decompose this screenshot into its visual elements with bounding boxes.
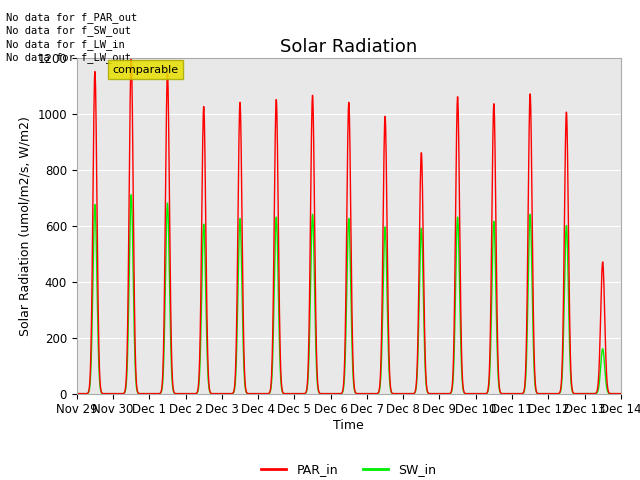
SW_in — [73, 391, 81, 396]
X-axis label: Time: Time — [333, 419, 364, 432]
Text: No data for f_LW_out: No data for f_LW_out — [6, 52, 131, 63]
Line: SW_in: SW_in — [77, 195, 640, 394]
SW_in — [442, 391, 449, 396]
Line: PAR_in: PAR_in — [77, 58, 640, 394]
SW_in — [127, 192, 135, 198]
PAR_in — [73, 391, 81, 396]
PAR_in — [442, 391, 449, 396]
Text: No data for f_LW_in: No data for f_LW_in — [6, 39, 125, 50]
SW_in — [192, 391, 200, 396]
SW_in — [493, 327, 500, 333]
PAR_in — [192, 391, 200, 396]
Text: No data for f_PAR_out: No data for f_PAR_out — [6, 12, 138, 23]
PAR_in — [127, 55, 135, 60]
Legend: PAR_in, SW_in: PAR_in, SW_in — [257, 458, 441, 480]
Text: comparable: comparable — [112, 65, 178, 75]
Title: Solar Radiation: Solar Radiation — [280, 38, 417, 56]
SW_in — [530, 354, 538, 360]
Y-axis label: Solar Radiation (umol/m2/s, W/m2): Solar Radiation (umol/m2/s, W/m2) — [19, 116, 32, 336]
PAR_in — [530, 329, 538, 335]
SW_in — [564, 294, 572, 300]
PAR_in — [564, 228, 572, 234]
PAR_in — [493, 284, 500, 290]
Text: No data for f_SW_out: No data for f_SW_out — [6, 25, 131, 36]
